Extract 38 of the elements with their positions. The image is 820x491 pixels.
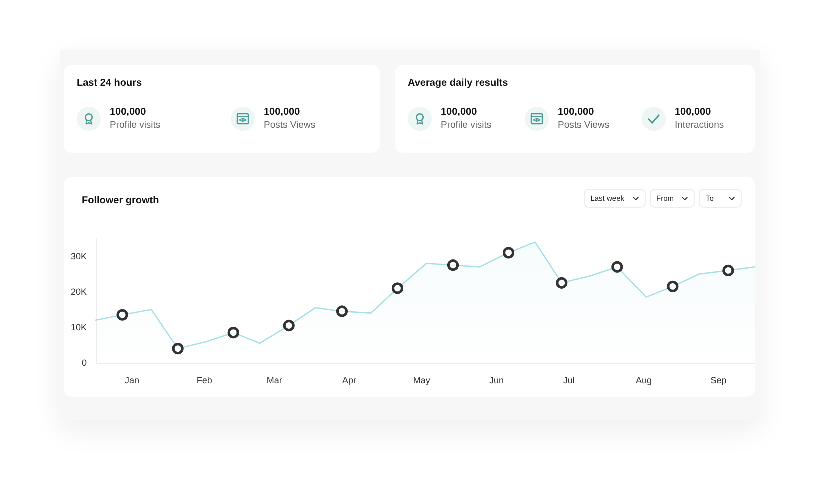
point: [722, 264, 734, 276]
point: [392, 282, 404, 294]
text: 100,000: [675, 106, 712, 119]
point: [336, 306, 348, 318]
text: 100,000: [264, 106, 302, 119]
x-tick-label: Aug: [636, 376, 652, 386]
x-tick-label: Apr: [342, 376, 356, 386]
x-tick-label: Sep: [710, 376, 727, 386]
point: [667, 280, 679, 292]
x-tick-label: Feb: [196, 376, 212, 386]
point: [556, 277, 568, 289]
point: [172, 343, 184, 355]
text: 100,000: [558, 106, 596, 119]
point: [283, 320, 295, 332]
chart-title: Follower growth: [82, 196, 160, 206]
text: Posts Views: [558, 119, 610, 132]
x-tick-label: Jan: [124, 376, 140, 386]
y-tick-label: 30K: [70, 252, 87, 262]
point: [228, 327, 240, 339]
text: Average daily results: [408, 78, 508, 89]
text: 100,000: [110, 106, 148, 119]
point: [612, 261, 624, 273]
point: [502, 247, 515, 259]
x-tick-label: Mar: [266, 376, 282, 386]
y-tick-label: 10K: [70, 322, 87, 332]
y-tick-label: 0: [82, 358, 87, 368]
text: 100,000: [441, 106, 478, 119]
x-tick-label: Jun: [489, 376, 504, 386]
y-tick-label: 20K: [70, 287, 87, 297]
text: Profile visits: [110, 119, 161, 132]
text: Interactions: [675, 119, 724, 132]
text: Posts Views: [264, 119, 316, 132]
x-tick-label: May: [413, 376, 431, 386]
x-tick-label: Jul: [563, 376, 575, 386]
text: Profile visits: [441, 119, 492, 132]
point: [116, 309, 128, 321]
text: Last 24 hours: [77, 78, 142, 89]
point: [447, 260, 460, 272]
